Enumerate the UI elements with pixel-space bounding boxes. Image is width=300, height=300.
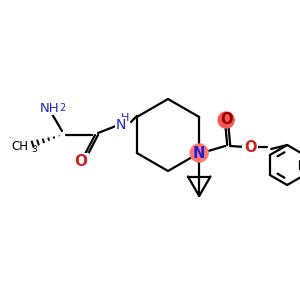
Text: CH: CH bbox=[11, 140, 28, 154]
Text: O: O bbox=[220, 112, 233, 128]
Text: 3: 3 bbox=[31, 146, 37, 154]
Text: N: N bbox=[193, 146, 206, 160]
Text: O: O bbox=[220, 112, 233, 128]
Text: 2: 2 bbox=[59, 103, 65, 113]
Text: H: H bbox=[121, 113, 129, 123]
Circle shape bbox=[218, 112, 234, 128]
Circle shape bbox=[190, 144, 208, 162]
Text: NH: NH bbox=[40, 101, 60, 115]
Text: O: O bbox=[74, 154, 88, 169]
Text: O: O bbox=[244, 140, 256, 154]
Text: N: N bbox=[116, 118, 126, 132]
